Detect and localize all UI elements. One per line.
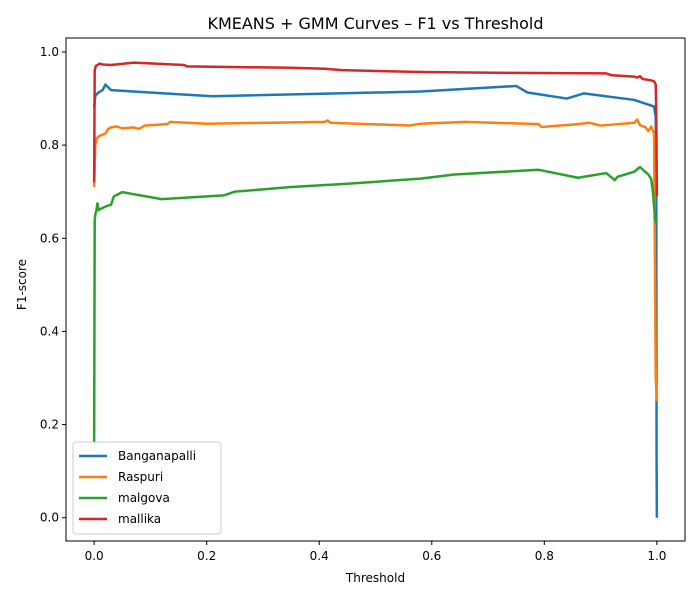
y-tick-label: 0.4 (40, 324, 59, 338)
y-tick-label: 0.2 (40, 418, 59, 432)
x-axis-title: Threshold (345, 571, 405, 585)
x-tick-label: 0.4 (310, 549, 329, 563)
series-lines-group (92, 61, 659, 518)
x-tick-label: 0.2 (197, 549, 216, 563)
y-axis: 0.0 0.2 0.4 0.6 0.8 1.0 (40, 45, 66, 525)
x-tick-label: 0.6 (422, 549, 441, 563)
y-tick-label: 1.0 (40, 45, 59, 59)
x-axis: 0.0 0.2 0.4 0.6 0.8 1.0 (85, 541, 666, 563)
y-tick-label: 0.6 (40, 231, 59, 245)
legend-label-0: Banganapalli (118, 449, 196, 463)
x-tick-label: 1.0 (647, 549, 666, 563)
legend-box (72, 441, 222, 535)
plot-area-frame (65, 37, 686, 542)
x-tick-label: 0.0 (85, 549, 104, 563)
series-line-3 (92, 61, 659, 197)
y-tick-label: 0.8 (40, 138, 59, 152)
y-tick-label: 0.0 (40, 511, 59, 525)
legend: Banganapalli Raspuri malgova mallika (72, 441, 222, 535)
legend-label-1: Raspuri (118, 470, 163, 484)
chart-title: KMEANS + GMM Curves – F1 vs Threshold (207, 14, 543, 33)
legend-label-3: mallika (118, 512, 161, 526)
series-line-2 (92, 165, 659, 444)
series-line-1 (92, 118, 659, 402)
legend-label-2: malgova (118, 491, 170, 505)
x-tick-label: 0.8 (535, 549, 554, 563)
y-axis-title: F1-score (15, 259, 29, 310)
